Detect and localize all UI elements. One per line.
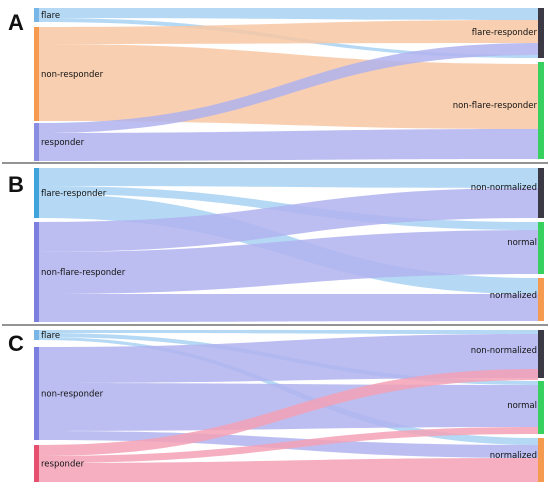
node-label-normal: normal [507,401,537,411]
node-label-flare-responder: flare-responder [472,28,538,38]
flow-non-flare-responder-to-normal [39,230,538,294]
flow-responder-to-non-flare-responder [39,129,538,161]
panel-letter-b: B [8,172,24,197]
flow-responder-to-normal [39,427,538,463]
node-label-non-flare-responder: non-flare-responder [41,268,126,278]
node-label-non-responder: non-responder [41,70,104,80]
node-label-normalized: normalized [490,291,537,301]
node-right-non-normalized [538,330,544,378]
panel-a-nodes: flare non-responder responder flare-respond… [34,8,544,161]
node-label-non-normalized: non-normalized [471,346,537,356]
node-right-flare-responder [538,8,544,58]
node-label-responder: responder [41,138,85,148]
panel-letter-a: A [8,10,24,35]
node-right-normalized [538,438,544,482]
flow-non-responder-to-non-normalized [39,334,538,383]
node-left-non-flare-responder [34,222,39,322]
node-right-normalized [538,278,544,321]
panel-b: B flare-responder non-flare-responder non-… [8,168,544,322]
node-right-normal [538,381,544,434]
panel-b-flows [39,168,538,322]
node-label-flare-responder: flare-responder [41,189,107,199]
node-label-normal: normal [507,238,537,248]
flow-flare-responder-to-non-normalized [39,168,538,188]
node-left-responder [34,123,39,161]
panel-c-flows [39,330,538,482]
node-label-non-normalized: non-normalized [471,183,537,193]
node-label-flare: flare [41,11,60,21]
node-right-normal [538,222,544,274]
flow-non-responder-to-flare-responder [39,20,538,44]
node-left-flare-responder [34,168,39,218]
node-left-non-responder [34,27,39,121]
flow-non-flare-responder-to-non-normalized [39,188,538,252]
panel-c: C flare non-responder responder non-normali… [8,330,544,482]
panel-b-nodes: flare-responder non-flare-responder non-no… [34,168,544,322]
flow-responder-to-flare-responder [39,43,538,133]
node-left-responder [34,445,39,482]
flow-non-flare-responder-to-normalized [39,294,538,322]
flow-flare-to-flare-responder [39,8,538,20]
node-label-normalized: normalized [490,451,537,461]
node-right-non-flare-responder [538,62,544,159]
node-left-flare [34,330,39,340]
node-left-non-responder [34,347,39,440]
node-label-responder: responder [41,460,85,470]
node-label-non-flare-responder: non-flare-responder [453,101,538,111]
panel-letter-c: C [8,331,24,356]
node-left-flare [34,8,39,22]
flow-flare-to-non-normalized [39,330,538,334]
node-label-non-responder: non-responder [41,390,104,400]
flow-responder-to-non-normalized [39,369,538,456]
flow-responder-to-normalized [39,458,538,482]
panel-c-nodes: flare non-responder responder non-normalize… [34,330,544,482]
node-right-non-normalized [538,168,544,218]
panel-a: A flare non-responder responder flare-respo… [8,8,544,161]
panel-a-flows [39,8,538,161]
node-label-flare: flare [41,331,60,341]
